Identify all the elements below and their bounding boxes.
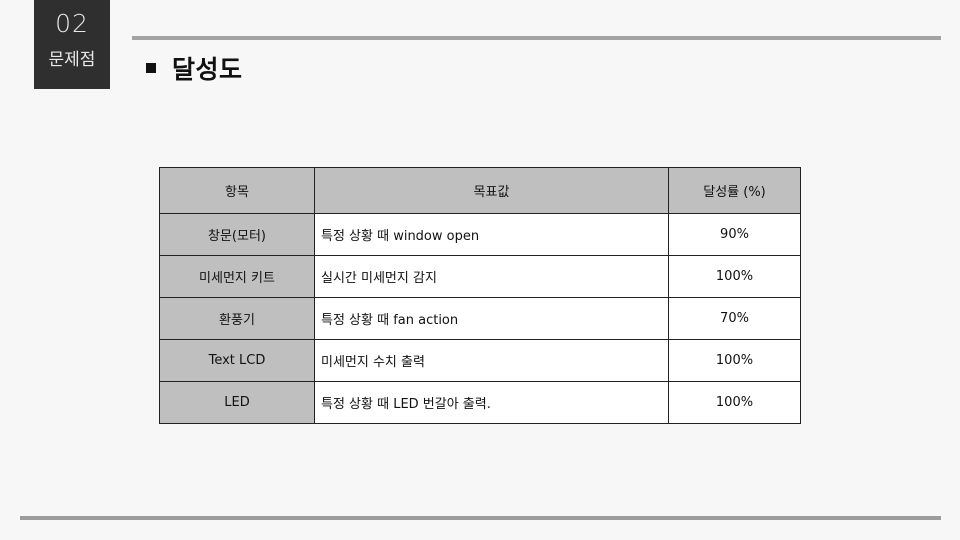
row-rate: 90% <box>668 213 801 256</box>
row-target: 특정 상황 때 LED 번갈아 출력. <box>314 381 669 424</box>
row-item: Text LCD <box>159 339 315 382</box>
page-title: 달성도 <box>172 55 243 84</box>
header-rate: 달성률 (%) <box>668 167 801 214</box>
row-rate: 100% <box>668 381 801 424</box>
top-divider <box>132 36 941 40</box>
row-target: 특정 상황 때 fan action <box>314 297 669 340</box>
row-rate: 100% <box>668 339 801 382</box>
row-target: 실시간 미세먼지 감지 <box>314 255 669 298</box>
row-rate: 70% <box>668 297 801 340</box>
table-row: 미세먼지 키트 실시간 미세먼지 감지 100% <box>159 255 801 298</box>
bottom-divider <box>20 516 941 520</box>
table-row: 창문(모터) 특정 상황 때 window open 90% <box>159 213 801 256</box>
row-item: 미세먼지 키트 <box>159 255 315 298</box>
section-badge: 02 문제점 <box>34 0 110 89</box>
section-number: 02 <box>55 9 89 38</box>
table-header-row: 항목 목표값 달성률 (%) <box>159 167 801 214</box>
header-target: 목표값 <box>314 167 669 214</box>
header-item: 항목 <box>159 167 315 214</box>
table-row: LED 특정 상황 때 LED 번갈아 출력. 100% <box>159 381 801 424</box>
row-rate: 100% <box>668 255 801 298</box>
section-label: 문제점 <box>48 50 96 70</box>
row-item: 환풍기 <box>159 297 315 340</box>
row-item: 창문(모터) <box>159 213 315 256</box>
achievement-table: 항목 목표값 달성률 (%) 창문(모터) 특정 상황 때 window ope… <box>159 167 801 424</box>
row-target: 특정 상황 때 window open <box>314 213 669 256</box>
table-row: Text LCD 미세먼지 수치 출력 100% <box>159 339 801 382</box>
row-target: 미세먼지 수치 출력 <box>314 339 669 382</box>
title-bullet-icon <box>146 63 156 73</box>
table-row: 환풍기 특정 상황 때 fan action 70% <box>159 297 801 340</box>
row-item: LED <box>159 381 315 424</box>
